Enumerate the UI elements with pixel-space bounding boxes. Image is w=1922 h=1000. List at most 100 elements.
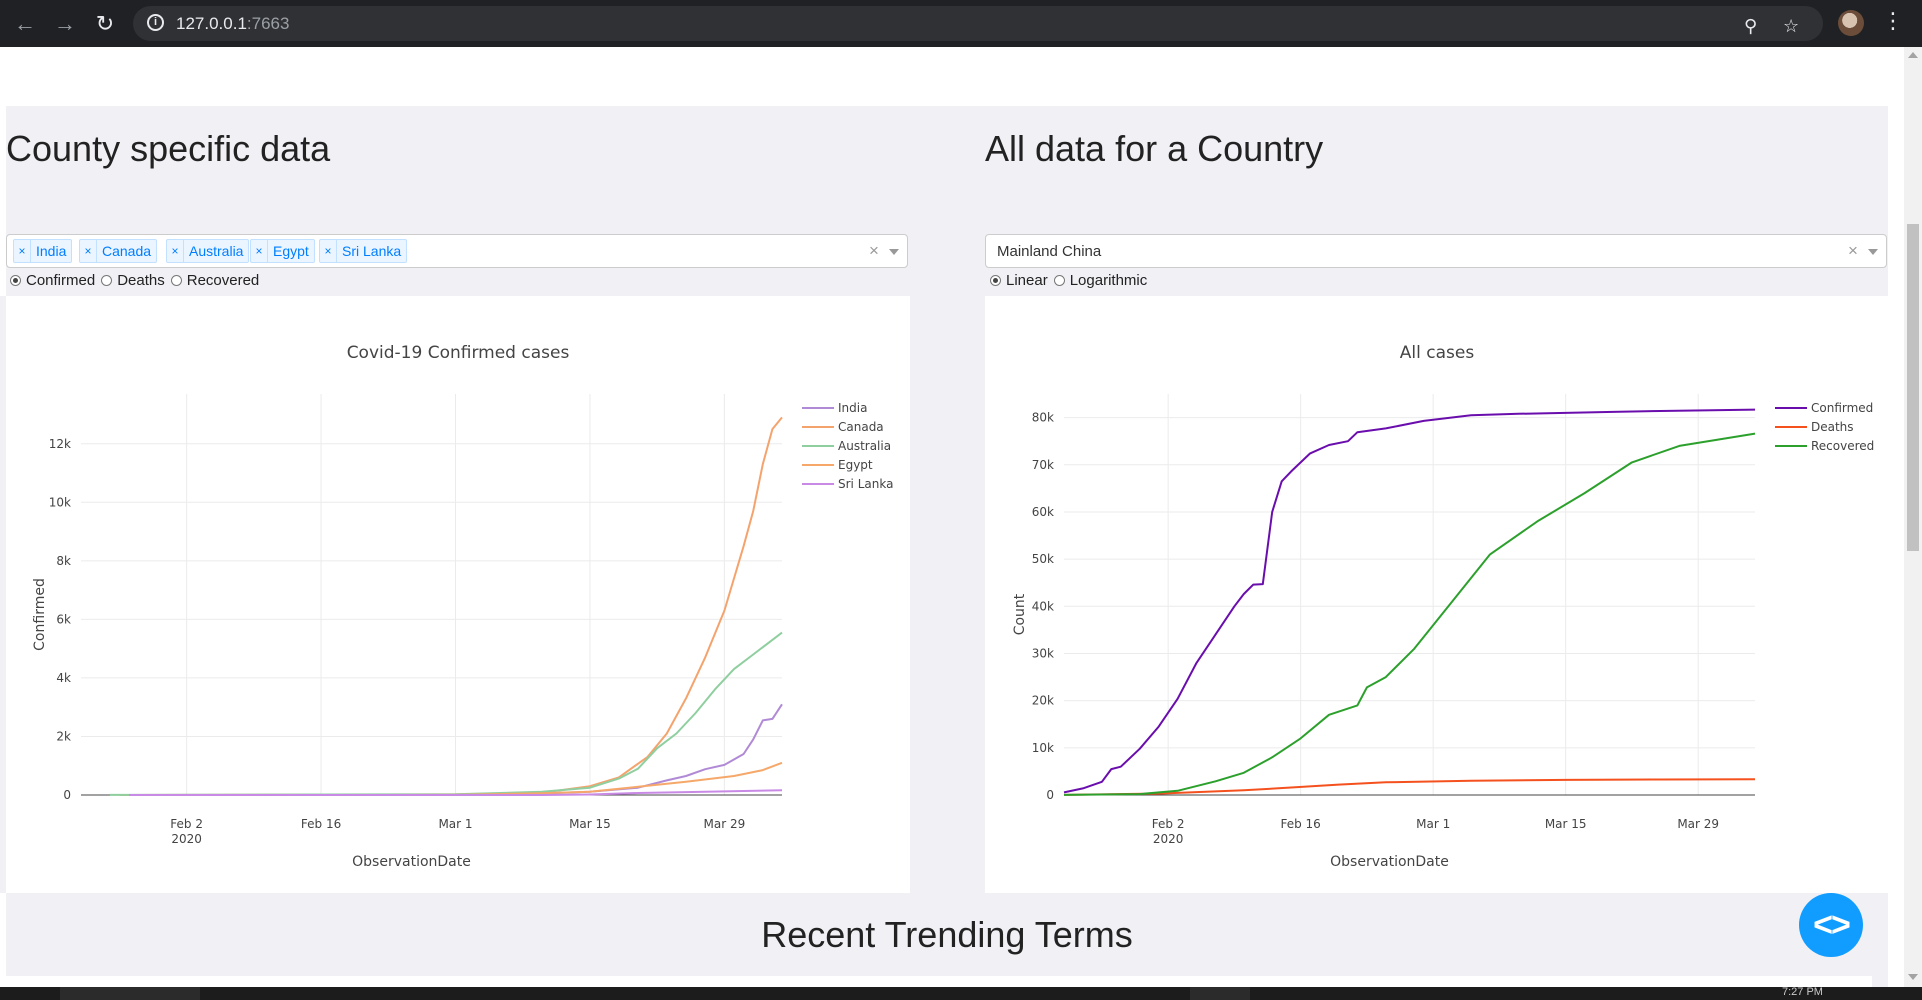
taskbar-item[interactable] [1190, 987, 1250, 1000]
trending-content [6, 976, 1872, 987]
x-tick-label: Feb 16 [1280, 817, 1320, 831]
chart-title: All cases [1400, 343, 1475, 363]
country-section-title: All data for a Country [985, 128, 1324, 169]
y-axis-label: Count [1012, 593, 1028, 635]
radio-dot-icon[interactable] [170, 275, 182, 286]
series-line-canada[interactable] [119, 416, 783, 796]
page-scrollbar[interactable] [1904, 47, 1922, 987]
tag-remove-icon[interactable]: × [14, 240, 31, 262]
radio-dot-icon[interactable] [101, 275, 113, 286]
right-chart-card: All cases Feb 2 2020 Feb 16 Mar 1 Mar 15 Mar 2… [985, 296, 1889, 893]
series-line-confirmed[interactable] [1063, 408, 1756, 794]
x-tick-label: Mar 1 [438, 817, 472, 831]
radio-linear[interactable]: Linear [990, 272, 1048, 289]
left-chart-card: Covid-19 Confirmed cases Feb 2 2020 Feb 16 M… [6, 296, 910, 893]
forward-icon[interactable]: → [54, 11, 76, 36]
url-text[interactable]: 127.0.0.1:7663 [176, 14, 290, 33]
y-tick-label: 4k [56, 671, 71, 685]
zoom-icon[interactable]: ⚲ [1744, 16, 1758, 36]
legend-item[interactable]: Confirmed [1811, 401, 1873, 415]
x-tick-label: Feb 2 [170, 817, 203, 831]
tag-egypt[interactable]: × Egypt [250, 239, 315, 263]
y-tick-label: 6k [56, 612, 71, 626]
chevron-down-icon[interactable] [1868, 249, 1878, 255]
clear-icon[interactable]: × [1848, 241, 1858, 260]
reload-icon[interactable]: ↻ [95, 11, 115, 36]
radio-confirmed[interactable]: Confirmed [10, 272, 95, 289]
x-tick-label: Mar 29 [1677, 817, 1719, 831]
tag-sri-lanka[interactable]: × Sri Lanka [319, 239, 408, 263]
browser-toolbar: ← → ↻ i 127.0.0.1:7663 ⚲ ☆ ⋮ [0, 0, 1922, 47]
x-tick-sublabel: 2020 [1153, 832, 1184, 846]
y-tick-label: 10k [49, 495, 71, 509]
y-tick-label: 10k [1032, 741, 1054, 755]
x-tick-sublabel: 2020 [171, 832, 202, 846]
chart-gutter [0, 296, 6, 893]
y-tick-label: 2k [56, 729, 71, 743]
y-tick-label: 30k [1032, 646, 1054, 660]
radio-dot-icon[interactable] [10, 275, 21, 286]
legend-item[interactable]: Canada [838, 420, 884, 434]
clear-icon[interactable]: × [869, 241, 879, 260]
y-tick-label: 40k [1032, 599, 1054, 613]
menu-icon[interactable]: ⋮ [1882, 8, 1904, 33]
y-tick-label: 12k [49, 437, 71, 451]
avatar[interactable] [1838, 10, 1864, 36]
x-tick-label: Feb 2 [1152, 817, 1185, 831]
legend-item[interactable]: Deaths [1811, 420, 1854, 434]
scroll-down-icon[interactable] [1908, 974, 1918, 980]
scale-radio-group: Linear Logarithmic [990, 272, 1153, 289]
code-toggle-button[interactable]: <> [1799, 893, 1863, 957]
trending-section [6, 893, 1888, 987]
radio-dot-icon[interactable] [1053, 275, 1065, 286]
county-section-title: County specific data [6, 128, 331, 169]
scroll-thumb[interactable] [1907, 224, 1919, 551]
series-line-australia[interactable] [109, 631, 783, 796]
radio-recovered[interactable]: Recovered [170, 272, 259, 289]
series-line-sri-lanka[interactable] [129, 789, 783, 796]
y-tick-label: 50k [1032, 552, 1054, 566]
chevron-down-icon[interactable] [889, 249, 899, 255]
y-tick-label: 70k [1032, 458, 1054, 472]
info-icon[interactable]: i [147, 14, 164, 31]
y-tick-label: 0 [1046, 788, 1054, 802]
tag-remove-icon[interactable]: × [251, 240, 268, 262]
taskbar-item[interactable] [60, 987, 200, 1000]
back-icon[interactable]: ← [14, 11, 36, 36]
radio-logarithmic[interactable]: Logarithmic [1053, 272, 1147, 289]
chart-gutter [910, 296, 985, 893]
series-line-deaths[interactable] [1063, 778, 1756, 796]
x-tick-label: Mar 1 [1416, 817, 1450, 831]
chart-title: Covid-19 Confirmed cases [347, 343, 570, 363]
tag-australia[interactable]: × Australia [166, 239, 250, 263]
country-select[interactable]: Mainland China × [985, 234, 1887, 268]
tag-canada[interactable]: × Canada [79, 239, 158, 263]
y-tick-label: 80k [1032, 411, 1054, 425]
y-axis-label: Confirmed [32, 578, 48, 651]
selected-country: Mainland China [997, 243, 1102, 260]
legend-item[interactable]: Recovered [1811, 439, 1874, 453]
y-tick-label: 20k [1032, 694, 1054, 708]
address-bar[interactable]: i 127.0.0.1:7663 ⚲ ☆ [133, 6, 1823, 41]
tag-india[interactable]: × India [13, 239, 73, 263]
radio-deaths[interactable]: Deaths [101, 272, 165, 289]
legend-item[interactable]: Egypt [838, 458, 873, 472]
x-axis-label: ObservationDate [1330, 854, 1449, 870]
series-line-recovered[interactable] [1063, 432, 1756, 796]
tag-remove-icon[interactable]: × [80, 240, 97, 262]
country-multiselect[interactable]: × India × Canada × Australia × Egypt × S… [6, 234, 908, 268]
legend-item[interactable]: India [838, 401, 867, 415]
tag-remove-icon[interactable]: × [167, 240, 184, 262]
radio-dot-icon[interactable] [990, 275, 1001, 286]
legend-item[interactable]: Australia [838, 439, 891, 453]
y-tick-label: 0 [63, 788, 71, 802]
taskbar-clock: 7:27 PM [1782, 986, 1823, 998]
x-tick-label: Mar 29 [704, 817, 746, 831]
y-tick-label: 60k [1032, 505, 1054, 519]
star-icon[interactable]: ☆ [1783, 16, 1800, 36]
scroll-up-icon[interactable] [1908, 52, 1918, 58]
tag-remove-icon[interactable]: × [320, 240, 337, 262]
legend-item[interactable]: Sri Lanka [838, 477, 893, 491]
